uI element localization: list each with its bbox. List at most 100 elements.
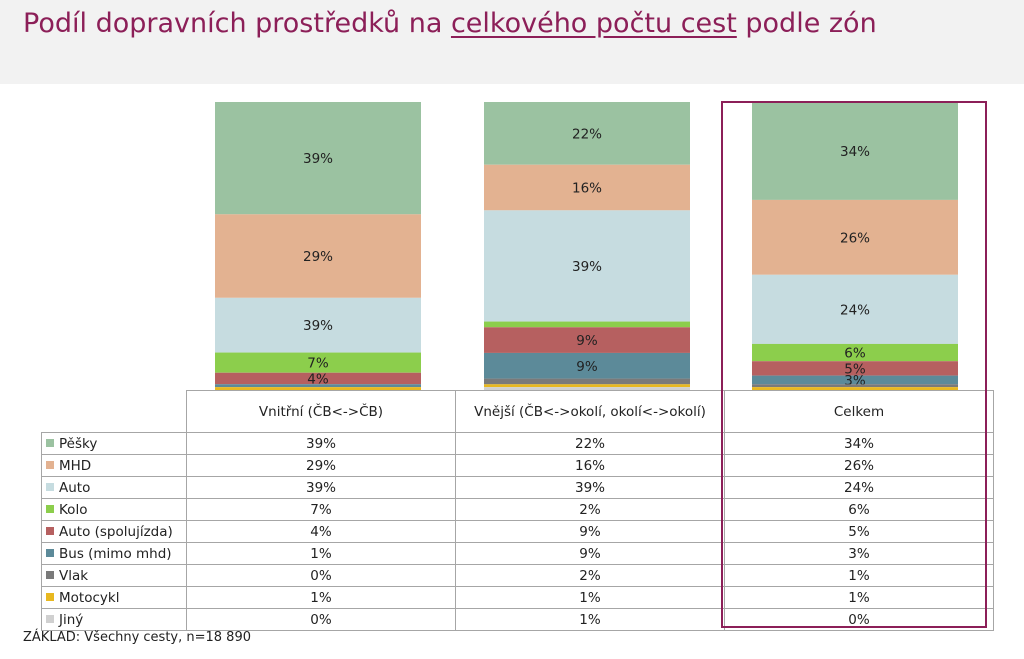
bar-segment-1-1: [484, 164, 690, 211]
legend-swatch: [46, 614, 54, 623]
bar-segment-0-7: [215, 387, 421, 390]
page-title: Podíl dopravních prostředků na celkového…: [23, 8, 877, 39]
table-row: Jiný 0% 1% 0%: [41, 608, 994, 631]
table-row: Auto 39% 39% 24%: [41, 476, 994, 499]
bar-label-0-3: 7%: [307, 356, 329, 372]
column-header-2: Celkem: [724, 390, 994, 433]
legend-entry-5: Bus (mimo mhd): [41, 542, 187, 565]
bar-label-1-1: 16%: [572, 181, 602, 197]
bar-segment-2-6: [752, 384, 958, 388]
bar-label-1-2: 39%: [572, 259, 602, 275]
legend-entry-3: Kolo: [41, 498, 187, 521]
bar-segment-1-8: [484, 387, 690, 390]
legend-entry-4: Auto (spolujízda): [41, 520, 187, 543]
bar-segment-2-0: [752, 102, 958, 200]
bar-segment-0-0: [215, 102, 421, 215]
table-cell: 2%: [455, 564, 725, 587]
table-cell: 4%: [186, 520, 456, 543]
legend-swatch: [46, 548, 54, 557]
bar-label-1-0: 22%: [572, 126, 602, 142]
table-header-row: Vnitřní (ČB<->ČB) Vnější (ČB<->okolí, oko…: [42, 390, 994, 433]
table-corner: [42, 391, 187, 433]
legend-swatch: [46, 592, 54, 601]
table-cell: 7%: [186, 498, 456, 521]
bar-label-2-3: 6%: [844, 346, 866, 362]
bar-segment-0-3: [215, 352, 421, 373]
legend-label: Jiný: [59, 611, 84, 628]
bar-segment-2-7: [752, 387, 958, 390]
table-cell: 1%: [186, 586, 456, 609]
legend-entry-8: Jiný: [41, 608, 187, 631]
table-row: Auto (spolujízda) 4% 9% 5%: [41, 520, 994, 543]
bar-label-2-1: 26%: [840, 230, 870, 246]
table-cell: 39%: [455, 476, 725, 499]
legend-label: Motocykl: [59, 589, 120, 606]
bar-label-2-4: 5%: [844, 361, 866, 377]
legend-swatch: [46, 504, 54, 513]
table-row: Kolo 7% 2% 6%: [41, 498, 994, 521]
data-table: Vnitřní (ČB<->ČB) Vnější (ČB<->okolí, oko…: [41, 390, 994, 631]
bar-segment-1-2: [484, 210, 690, 322]
bar-label-0-4: 4%: [307, 371, 329, 387]
legend-label: Kolo: [59, 501, 88, 518]
table-row: Pěšky 39% 22% 34%: [41, 432, 994, 455]
table-cell: 9%: [455, 542, 725, 565]
table-cell: 2%: [455, 498, 725, 521]
column-header-1: Vnější (ČB<->okolí, okolí<->okolí): [455, 390, 725, 433]
table-row: Vlak 0% 2% 1%: [41, 564, 994, 587]
bar-label-1-5: 9%: [576, 359, 598, 375]
table-row: MHD 29% 16% 26%: [41, 454, 994, 477]
table-cell: 0%: [186, 564, 456, 587]
legend-swatch: [46, 570, 54, 579]
legend-label: Bus (mimo mhd): [59, 545, 172, 562]
table-cell: 1%: [455, 586, 725, 609]
bar-segment-0-4: [215, 372, 421, 385]
legend-entry-6: Vlak: [41, 564, 187, 587]
legend-swatch: [46, 482, 54, 491]
table-cell: 3%: [724, 542, 994, 565]
bar-segment-0-2: [215, 297, 421, 353]
bar-label-2-2: 24%: [840, 302, 870, 318]
table-cell: 16%: [455, 454, 725, 477]
bar-segment-2-4: [752, 361, 958, 376]
bar-segment-2-3: [752, 343, 958, 362]
bar-segment-1-7: [484, 384, 690, 388]
table-cell: 0%: [186, 608, 456, 631]
bar-segment-2-5: [752, 375, 958, 385]
table-cell: 1%: [186, 542, 456, 565]
legend-label: MHD: [59, 457, 92, 474]
bar-segment-1-0: [484, 102, 690, 165]
bar-segment-0-5: [215, 384, 421, 388]
bar-label-0-1: 29%: [303, 249, 333, 265]
legend-label: Auto: [59, 479, 91, 496]
table-cell: 22%: [455, 432, 725, 455]
bar-segment-1-4: [484, 327, 690, 353]
table-cell: 34%: [724, 432, 994, 455]
table-cell: 39%: [186, 432, 456, 455]
table-cell: 1%: [724, 564, 994, 587]
table-cell: 29%: [186, 454, 456, 477]
legend-label: Vlak: [59, 567, 89, 584]
bar-segment-2-2: [752, 274, 958, 344]
bar-segment-1-6: [484, 378, 690, 385]
table-cell: 0%: [724, 608, 994, 631]
bar-segment-1-3: [484, 321, 690, 328]
legend-swatch: [46, 526, 54, 535]
table-cell: 39%: [186, 476, 456, 499]
footnote: ZÁKLAD: Všechny cesty, n=18 890: [23, 630, 251, 645]
title-band: [0, 0, 1024, 84]
legend-entry-7: Motocykl: [41, 586, 187, 609]
legend-swatch: [46, 438, 54, 447]
title-part-1: Podíl dopravních prostředků na: [23, 8, 451, 39]
title-underlined: celkového počtu cest: [450, 8, 737, 39]
bar-segment-1-5: [484, 352, 690, 379]
table-cell: 26%: [724, 454, 994, 477]
legend-entry-2: Auto: [41, 476, 187, 499]
bar-segment-2-1: [752, 199, 958, 275]
legend-swatch: [46, 460, 54, 469]
table-cell: 6%: [724, 498, 994, 521]
legend-label: Auto (spolujízda): [59, 523, 173, 540]
table-row: Motocykl 1% 1% 1%: [41, 586, 994, 609]
legend-label: Pěšky: [59, 435, 98, 452]
